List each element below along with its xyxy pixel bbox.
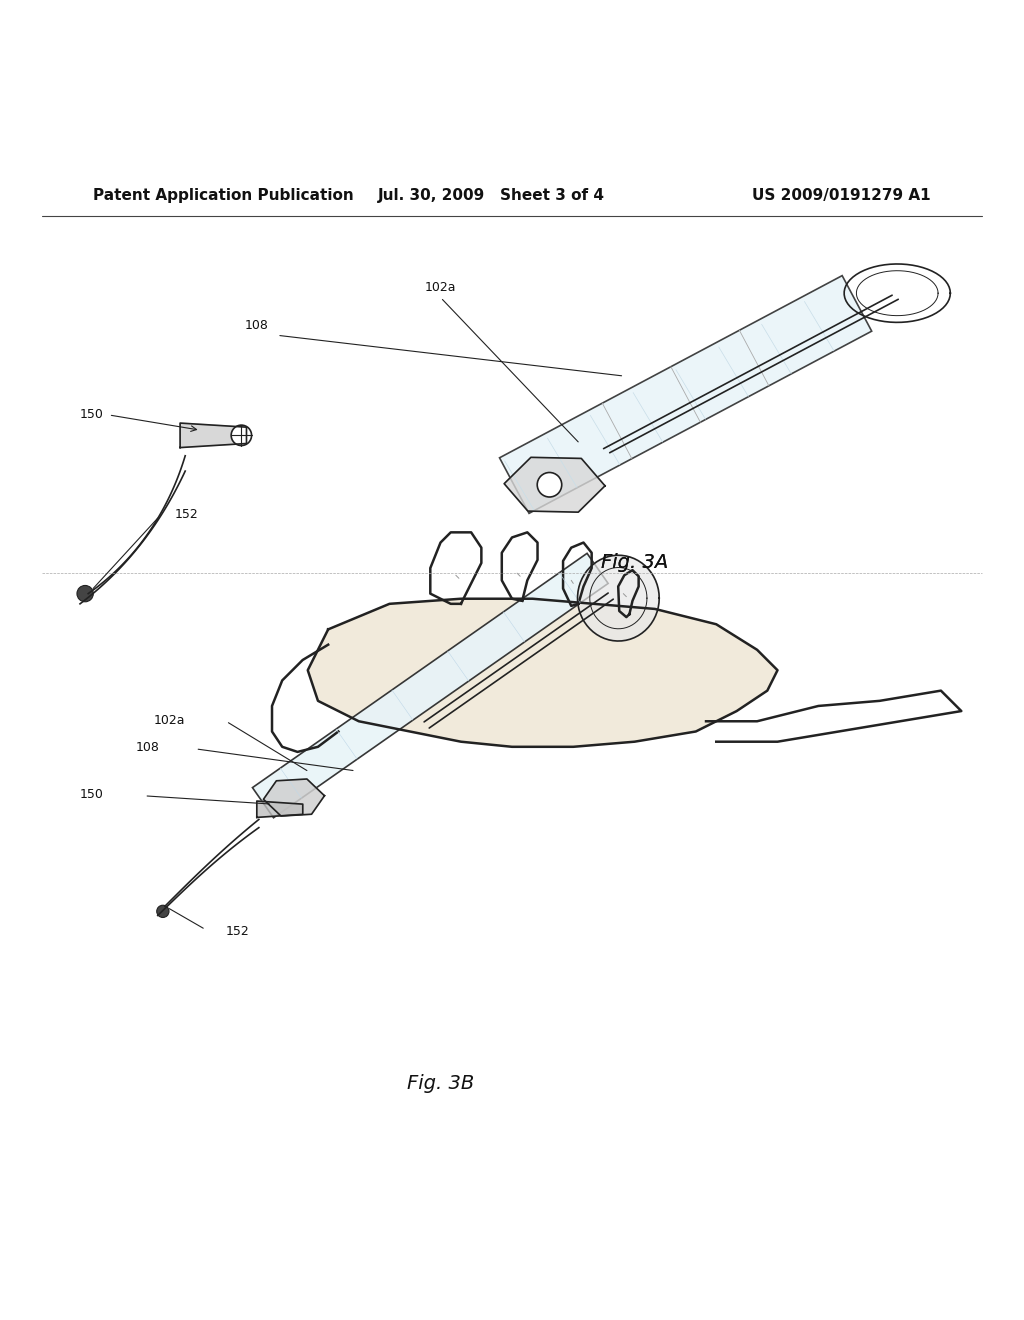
Circle shape xyxy=(538,473,562,498)
Text: Fig. 3A: Fig. 3A xyxy=(601,553,669,573)
Text: 102a: 102a xyxy=(154,714,185,727)
Text: 150: 150 xyxy=(80,408,103,421)
Circle shape xyxy=(157,906,169,917)
Text: Jul. 30, 2009   Sheet 3 of 4: Jul. 30, 2009 Sheet 3 of 4 xyxy=(378,187,605,203)
Text: US 2009/0191279 A1: US 2009/0191279 A1 xyxy=(752,187,931,203)
Text: 152: 152 xyxy=(226,925,250,939)
Polygon shape xyxy=(578,556,659,642)
Text: 152: 152 xyxy=(175,508,199,521)
Polygon shape xyxy=(308,599,777,747)
Text: Fig. 3B: Fig. 3B xyxy=(407,1074,474,1093)
Text: Patent Application Publication: Patent Application Publication xyxy=(93,187,354,203)
Text: 108: 108 xyxy=(245,319,269,333)
Circle shape xyxy=(77,586,93,602)
Circle shape xyxy=(231,425,252,446)
Polygon shape xyxy=(253,553,608,817)
Polygon shape xyxy=(257,801,303,817)
Text: 102a: 102a xyxy=(425,281,457,294)
Polygon shape xyxy=(263,779,325,816)
Text: 150: 150 xyxy=(80,788,103,801)
Polygon shape xyxy=(500,276,871,513)
Polygon shape xyxy=(504,457,605,512)
Text: 108: 108 xyxy=(136,742,160,754)
Polygon shape xyxy=(180,424,247,447)
Text: Fig. 3A: Fig. 3A xyxy=(601,553,669,573)
